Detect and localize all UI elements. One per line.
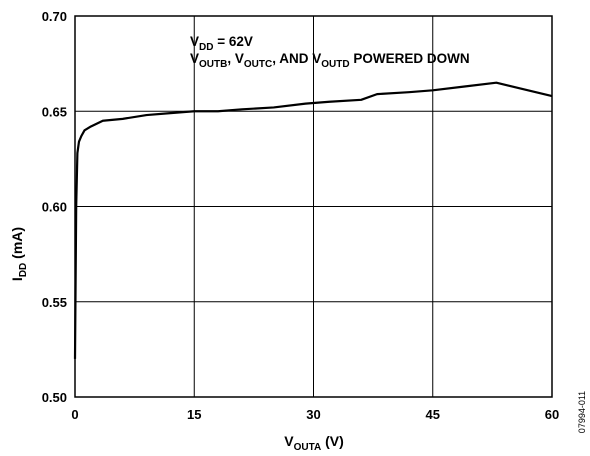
plot-frame: [74, 15, 553, 398]
x-tick-label: 15: [187, 407, 201, 422]
y-axis-title: IDD (mA): [9, 227, 29, 281]
y-tick-label: 0.55: [42, 295, 67, 310]
x-axis-title: VOUTA (V): [284, 433, 344, 453]
y-tick-label: 0.65: [42, 104, 67, 119]
y-tick-label: 0.70: [42, 9, 67, 24]
figure-id: 07994-011: [577, 391, 587, 433]
x-tick-label: 30: [306, 407, 320, 422]
y-tick-label: 0.50: [42, 390, 67, 405]
annotation-line-2: VOUTB, VOUTC, AND VOUTD POWERED DOWN: [190, 51, 470, 70]
y-tick-labels: 0.50 0.55 0.60 0.65 0.70: [42, 9, 67, 405]
series-layer: [73, 81, 553, 359]
x-tick-label: 45: [426, 407, 440, 422]
grid-lines: [75, 16, 552, 397]
y-tick-label: 0.60: [42, 200, 67, 215]
x-tick-labels: 0 15 30 45 60: [71, 407, 559, 422]
series-line-0: [73, 81, 553, 359]
annotation-line-1: VDD = 62V: [190, 34, 253, 53]
x-tick-label: 0: [71, 407, 78, 422]
x-tick-label: 60: [545, 407, 559, 422]
